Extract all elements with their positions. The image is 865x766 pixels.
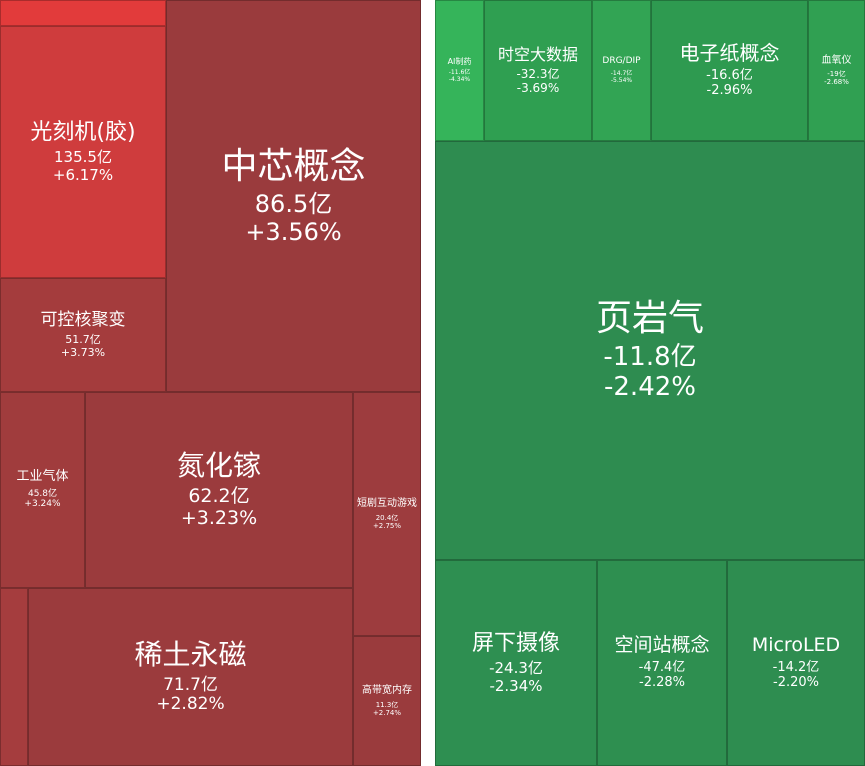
tile-name: 血氧仪 xyxy=(821,54,852,66)
tile-change: +3.56% xyxy=(245,217,342,246)
tile-change: +2.75% xyxy=(372,521,402,530)
tile-name: DRG/DIP xyxy=(602,56,641,67)
tile xyxy=(0,0,166,26)
tile-name: 短剧互动游戏 xyxy=(357,498,417,510)
tile-name: 中芯概念 xyxy=(221,145,366,187)
tile-amount: 51.7亿 xyxy=(65,333,101,347)
tile-amount: -24.3亿 xyxy=(489,659,543,678)
tile xyxy=(0,588,28,766)
tile-change: -2.20% xyxy=(773,674,819,690)
tile-change: +2.74% xyxy=(372,708,402,717)
tile-amount: -16.6亿 xyxy=(706,68,753,84)
tile-amount: 11.3亿 xyxy=(375,700,399,709)
tile-name: 电子纸概念 xyxy=(679,41,780,66)
tile-name: 光刻机(胶) xyxy=(30,120,136,146)
tile-change: -4.34% xyxy=(448,76,471,84)
tile-amount: 45.8亿 xyxy=(27,489,58,500)
tile: 可控核聚变 51.7亿 +3.73% xyxy=(0,278,166,392)
tile-change: -2.96% xyxy=(706,83,753,98)
tile-change: -2.68% xyxy=(824,78,849,87)
tile-name: 屏下摄像 xyxy=(471,631,560,657)
tile-change: -5.54% xyxy=(610,76,633,84)
tile-amount: 86.5亿 xyxy=(254,190,333,219)
tile-amount: -11.6亿 xyxy=(448,69,471,77)
tile: 光刻机(胶) 135.5亿 +6.17% xyxy=(0,26,166,278)
tile-change: -3.69% xyxy=(516,80,560,95)
tile: 稀土永磁 71.7亿 +2.82% xyxy=(28,588,353,766)
tile-change: -2.28% xyxy=(639,674,685,690)
tile-amount: 20.4亿 xyxy=(375,513,399,522)
tile-amount: -47.4亿 xyxy=(638,659,686,675)
tile-change: -2.34% xyxy=(489,676,543,695)
tile: AI制药 -11.6亿 -4.34% xyxy=(435,0,484,141)
tile-amount: -19亿 xyxy=(827,70,846,79)
tile-name: MicroLED xyxy=(751,634,841,657)
tile-name: 氮化镓 xyxy=(176,449,261,483)
tile: 氮化镓 62.2亿 +3.23% xyxy=(85,392,353,588)
tile-amount: -14.2亿 xyxy=(772,659,820,675)
tile: 短剧互动游戏 20.4亿 +2.75% xyxy=(353,392,421,636)
tile-amount: 71.7亿 xyxy=(163,674,218,695)
tile-amount: -32.3亿 xyxy=(516,66,560,81)
tile: 血氧仪 -19亿 -2.68% xyxy=(808,0,865,141)
tile-change: +3.23% xyxy=(180,507,258,530)
tile: 中芯概念 86.5亿 +3.56% xyxy=(166,0,421,392)
tile: DRG/DIP -14.7亿 -5.54% xyxy=(592,0,651,141)
tile-change: +6.17% xyxy=(52,165,114,184)
tile-name: AI制药 xyxy=(447,57,472,67)
tile: 空间站概念 -47.4亿 -2.28% xyxy=(597,560,727,766)
tile-amount: -11.8亿 xyxy=(603,342,697,373)
tile: 电子纸概念 -16.6亿 -2.96% xyxy=(651,0,808,141)
tile-name: 时空大数据 xyxy=(497,44,578,64)
tile-change: +2.82% xyxy=(156,694,225,715)
tile-name: 可控核聚变 xyxy=(40,309,126,330)
tile: 时空大数据 -32.3亿 -3.69% xyxy=(484,0,592,141)
tile-name: 空间站概念 xyxy=(614,634,710,657)
tile-name: 高带宽内存 xyxy=(362,685,412,697)
tile-name: 稀土永磁 xyxy=(134,638,247,672)
tile-amount: -14.7亿 xyxy=(610,69,633,77)
tile: 页岩气 -11.8亿 -2.42% xyxy=(435,141,865,560)
tile-name: 工业气体 xyxy=(16,469,69,485)
tile: 屏下摄像 -24.3亿 -2.34% xyxy=(435,560,597,766)
tile: 高带宽内存 11.3亿 +2.74% xyxy=(353,636,421,766)
tile-amount: 62.2亿 xyxy=(188,485,250,508)
tile-change: +3.73% xyxy=(60,345,106,359)
tile: 工业气体 45.8亿 +3.24% xyxy=(0,392,85,588)
tile-change: +3.24% xyxy=(24,499,61,510)
tile: MicroLED -14.2亿 -2.20% xyxy=(727,560,865,766)
tile-name: 页岩气 xyxy=(595,297,704,339)
tile-change: -2.42% xyxy=(604,372,696,403)
tile-amount: 135.5亿 xyxy=(54,148,112,167)
